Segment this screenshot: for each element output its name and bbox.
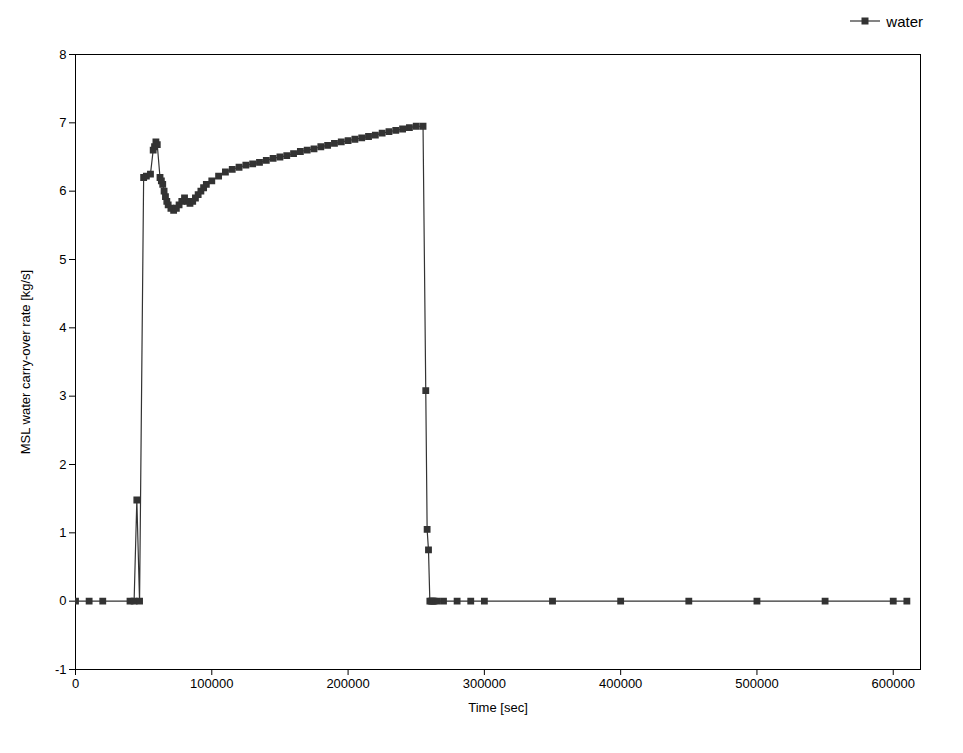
- svg-text:100000: 100000: [190, 676, 233, 691]
- svg-text:7: 7: [59, 115, 66, 130]
- svg-text:200000: 200000: [326, 676, 369, 691]
- svg-text:1: 1: [59, 525, 66, 540]
- svg-text:8: 8: [59, 47, 66, 62]
- svg-text:400000: 400000: [599, 676, 642, 691]
- svg-text:500000: 500000: [735, 676, 778, 691]
- svg-text:4: 4: [59, 320, 66, 335]
- svg-text:0: 0: [72, 676, 79, 691]
- svg-text:0: 0: [59, 593, 66, 608]
- svg-text:5: 5: [59, 252, 66, 267]
- svg-text:600000: 600000: [872, 676, 915, 691]
- svg-text:Time [sec]: Time [sec]: [468, 700, 527, 715]
- svg-text:MSL water carry-over rate [kg/: MSL water carry-over rate [kg/s]: [18, 270, 33, 454]
- svg-text:2: 2: [59, 457, 66, 472]
- svg-text:3: 3: [59, 388, 66, 403]
- svg-text:-1: -1: [55, 662, 67, 677]
- svg-text:6: 6: [59, 183, 66, 198]
- html-text:water: water: [886, 12, 923, 30]
- svg-text:300000: 300000: [463, 676, 506, 691]
